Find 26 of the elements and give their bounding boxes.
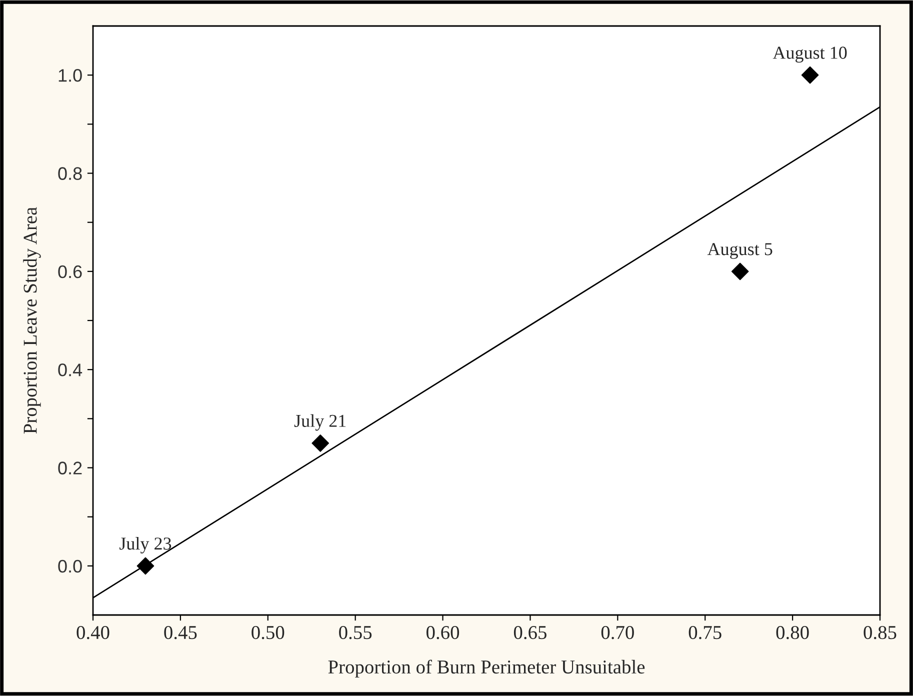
y-tick-label: 0.8 (58, 167, 82, 180)
annotation: July 23 (120, 536, 172, 554)
x-tick-label: 0.45 (164, 626, 197, 640)
x-tick-label: 0.70 (601, 626, 634, 640)
y-tick-label: 0.0 (58, 560, 82, 573)
x-tick-label: 0.85 (864, 626, 896, 640)
point (312, 434, 330, 452)
x-tick-label: 0.40 (76, 626, 110, 640)
point (731, 262, 749, 280)
y-tick-label: 0.2 (58, 462, 82, 474)
x-axis-title: Proportion of Burn Perimeter Unsuitable (328, 660, 645, 678)
x-tick-label: 0.50 (252, 626, 284, 640)
annotation: July 21 (294, 414, 346, 431)
x-tick-label: 0.75 (688, 626, 722, 640)
x-tick-label: 0.55 (339, 626, 372, 640)
y-axis-title: Proportion Leave Study Area (23, 207, 41, 434)
annotation: August 10 (772, 46, 847, 63)
y-tick-label: 1.0 (58, 69, 82, 82)
point (801, 66, 819, 84)
y-tick-label: 0.6 (58, 265, 82, 278)
x-tick-label: 0.80 (776, 626, 809, 640)
y-tick-label: 0.4 (58, 364, 82, 376)
point (136, 557, 154, 575)
x-tick-label: 0.60 (426, 626, 460, 640)
x-tick-label: 0.65 (514, 626, 546, 640)
annotation: August 5 (707, 243, 772, 259)
